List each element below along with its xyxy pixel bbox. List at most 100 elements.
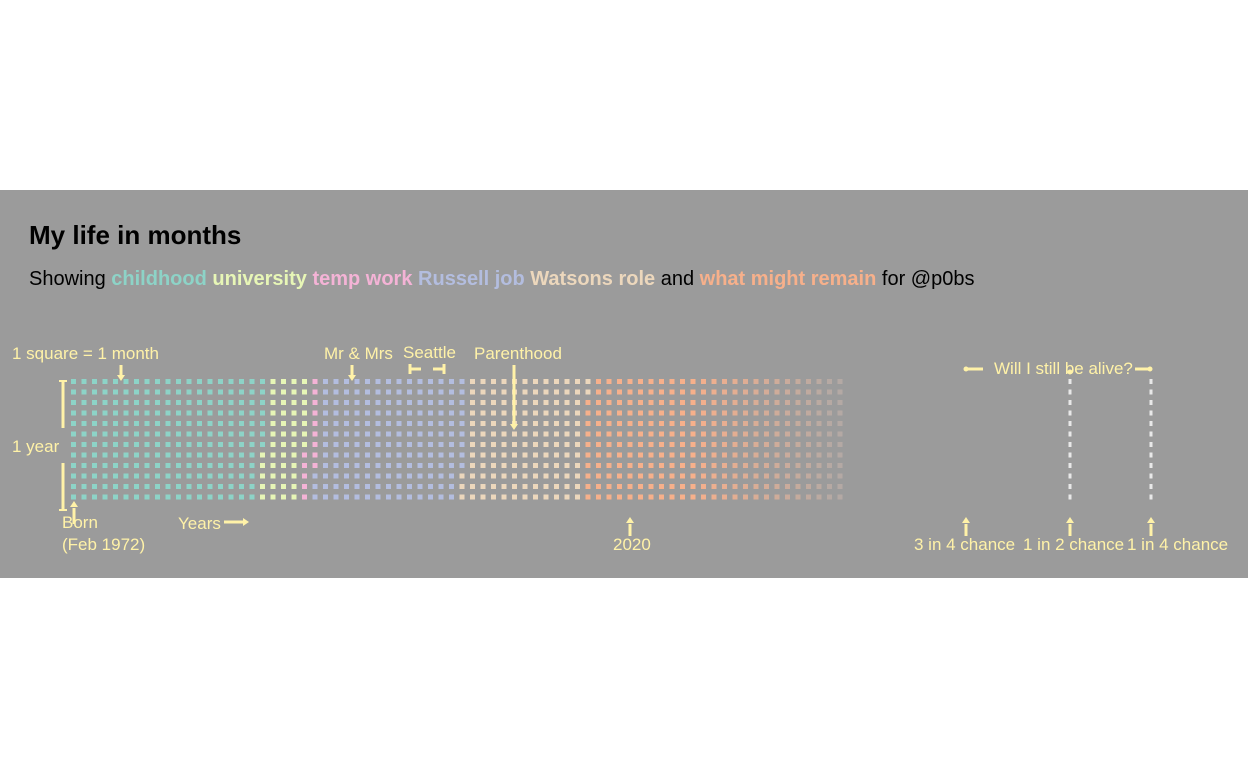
month-cell [176, 379, 181, 384]
month-cell [795, 494, 801, 500]
month-cell [543, 473, 549, 479]
month-cell [239, 389, 244, 395]
month-cell [627, 452, 633, 458]
month-cell [333, 442, 339, 447]
month-cell [291, 410, 297, 416]
month-cell [806, 421, 811, 426]
month-cell [470, 442, 475, 447]
month-cell [186, 400, 192, 405]
chance-marker [1068, 473, 1072, 479]
month-cell [260, 379, 265, 384]
month-cell [375, 494, 381, 500]
month-cell [627, 473, 633, 479]
month-cell [302, 431, 307, 437]
month-cell [816, 421, 822, 426]
month-cell [312, 494, 318, 500]
month-cell [774, 452, 780, 458]
month-cell [764, 494, 769, 500]
month-cell [239, 410, 244, 416]
month-cell [827, 452, 832, 458]
month-cell [743, 400, 748, 405]
month-cell [585, 494, 591, 500]
month-cell [575, 463, 580, 468]
legend-childhood: childhood [111, 268, 207, 290]
month-cell [659, 421, 664, 426]
month-cell [249, 410, 255, 416]
month-cell [176, 484, 181, 489]
month-cell [155, 410, 160, 416]
month-cell [249, 484, 255, 489]
month-cell [155, 494, 160, 500]
marriage-label: Mr & Mrs [324, 344, 393, 363]
month-cell [669, 442, 675, 447]
month-cell [774, 421, 780, 426]
month-cell [333, 463, 339, 468]
month-cell [239, 473, 244, 479]
month-cell [207, 452, 213, 458]
month-cell [102, 421, 108, 426]
month-cell [407, 452, 412, 458]
month-cell [354, 421, 360, 426]
month-cell [218, 379, 223, 384]
month-cell [596, 400, 601, 405]
month-cell [837, 442, 843, 447]
month-cell [701, 379, 706, 384]
month-cell [92, 473, 97, 479]
month-cell [323, 473, 328, 479]
month-cell [711, 494, 717, 500]
month-cell [816, 431, 822, 437]
month-cell [123, 463, 129, 468]
month-cell [743, 494, 748, 500]
month-cell [837, 484, 843, 489]
annotation-arrows [59, 364, 1155, 536]
month-cell [470, 431, 475, 437]
chart-subtitle: Showing childhood university temp work R… [29, 268, 974, 291]
month-cell [270, 473, 276, 479]
month-cell [743, 410, 748, 416]
month-cell [501, 494, 507, 500]
month-cell [638, 484, 643, 489]
month-cell [102, 442, 108, 447]
month-cell [428, 494, 433, 500]
month-cell [606, 484, 612, 489]
month-cell [249, 421, 255, 426]
month-cell [806, 463, 811, 468]
month-cell [659, 484, 664, 489]
month-cell [123, 389, 129, 395]
month-cell [564, 421, 570, 426]
month-cell [617, 379, 622, 384]
month-cell [134, 442, 139, 447]
month-cell [585, 484, 591, 489]
month-cell [659, 379, 664, 384]
month-cell [207, 484, 213, 489]
month-cell [365, 410, 370, 416]
month-cell [333, 431, 339, 437]
month-cell [344, 410, 349, 416]
month-cell [113, 463, 118, 468]
month-cell [228, 389, 234, 395]
month-cell [543, 421, 549, 426]
month-cell [575, 452, 580, 458]
chart-panel: My life in months Showing childhood univ… [0, 190, 1248, 578]
month-cell [806, 389, 811, 395]
month-cell [575, 431, 580, 437]
month-cell [344, 463, 349, 468]
month-cell [648, 379, 654, 384]
month-cell [365, 442, 370, 447]
month-cell [417, 389, 423, 395]
month-cell [123, 442, 129, 447]
month-cell [722, 463, 727, 468]
month-cell [554, 421, 559, 426]
chance-marker [1149, 410, 1153, 416]
month-cell [480, 484, 486, 489]
month-cell [102, 389, 108, 395]
month-cell [228, 463, 234, 468]
chance-marker [1149, 389, 1153, 395]
month-cell [837, 452, 843, 458]
month-cell [270, 463, 276, 468]
month-cell [816, 484, 822, 489]
chance-marker [1068, 463, 1072, 468]
month-cell [701, 452, 706, 458]
month-cell [176, 494, 181, 500]
month-cell [92, 452, 97, 458]
